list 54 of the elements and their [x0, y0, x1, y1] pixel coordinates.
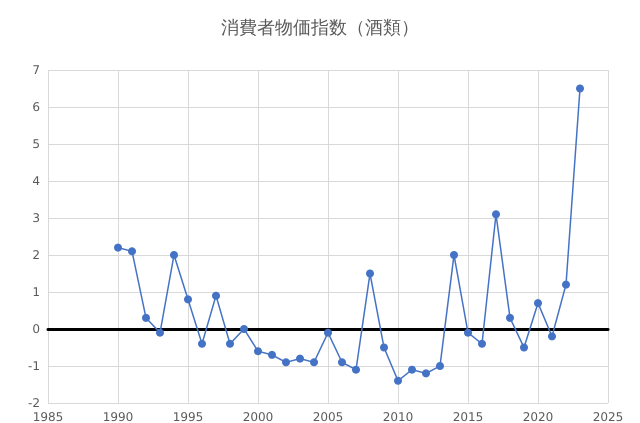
y-tick-label: 2	[32, 248, 40, 262]
point	[184, 295, 192, 304]
y-tick-label: -2	[28, 396, 40, 410]
point	[352, 366, 360, 374]
point	[128, 247, 136, 256]
point	[114, 244, 122, 252]
point	[226, 340, 234, 348]
point	[324, 328, 332, 337]
x-tick-label: 1995	[172, 410, 204, 423]
point	[198, 340, 206, 348]
point	[212, 292, 220, 300]
y-tick-label: 7	[32, 63, 40, 77]
y-tick-label: 6	[32, 100, 40, 114]
point	[492, 210, 500, 218]
point	[282, 358, 290, 366]
point	[268, 350, 276, 359]
point	[310, 358, 318, 366]
point	[464, 328, 472, 337]
point	[338, 358, 346, 366]
point	[576, 84, 584, 92]
point	[478, 340, 486, 348]
x-tick-label: 1990	[102, 410, 134, 423]
x-tick-label: 2005	[312, 410, 344, 423]
x-tick-label: 2025	[592, 410, 624, 423]
point	[450, 251, 458, 259]
y-tick-label: 3	[32, 211, 40, 225]
point	[422, 369, 430, 378]
point	[436, 362, 444, 370]
chart-title: 消費者物価指数（酒類）	[221, 18, 419, 38]
y-tick-label: 0	[32, 322, 40, 336]
point	[380, 344, 388, 352]
point	[254, 347, 262, 356]
point	[408, 366, 416, 374]
x-tick-label: 2000	[242, 410, 274, 423]
point	[394, 376, 402, 385]
point	[296, 354, 304, 363]
y-tick-label: 4	[32, 174, 40, 188]
point	[562, 280, 570, 289]
y-tick-label: -1	[28, 359, 40, 373]
point	[506, 314, 514, 322]
point	[240, 325, 248, 333]
x-tick-label: 1985	[32, 410, 64, 423]
point	[366, 270, 374, 278]
point	[142, 314, 150, 322]
x-tick-label: 2020	[522, 410, 554, 423]
point	[520, 344, 528, 352]
y-tick-label: 1	[32, 285, 40, 299]
point	[156, 328, 164, 337]
point	[548, 332, 556, 340]
x-tick-label: 2015	[452, 410, 484, 423]
point	[534, 299, 542, 308]
point	[170, 251, 178, 259]
x-tick-label: 2010	[382, 410, 414, 423]
y-tick-label: 5	[32, 137, 40, 151]
